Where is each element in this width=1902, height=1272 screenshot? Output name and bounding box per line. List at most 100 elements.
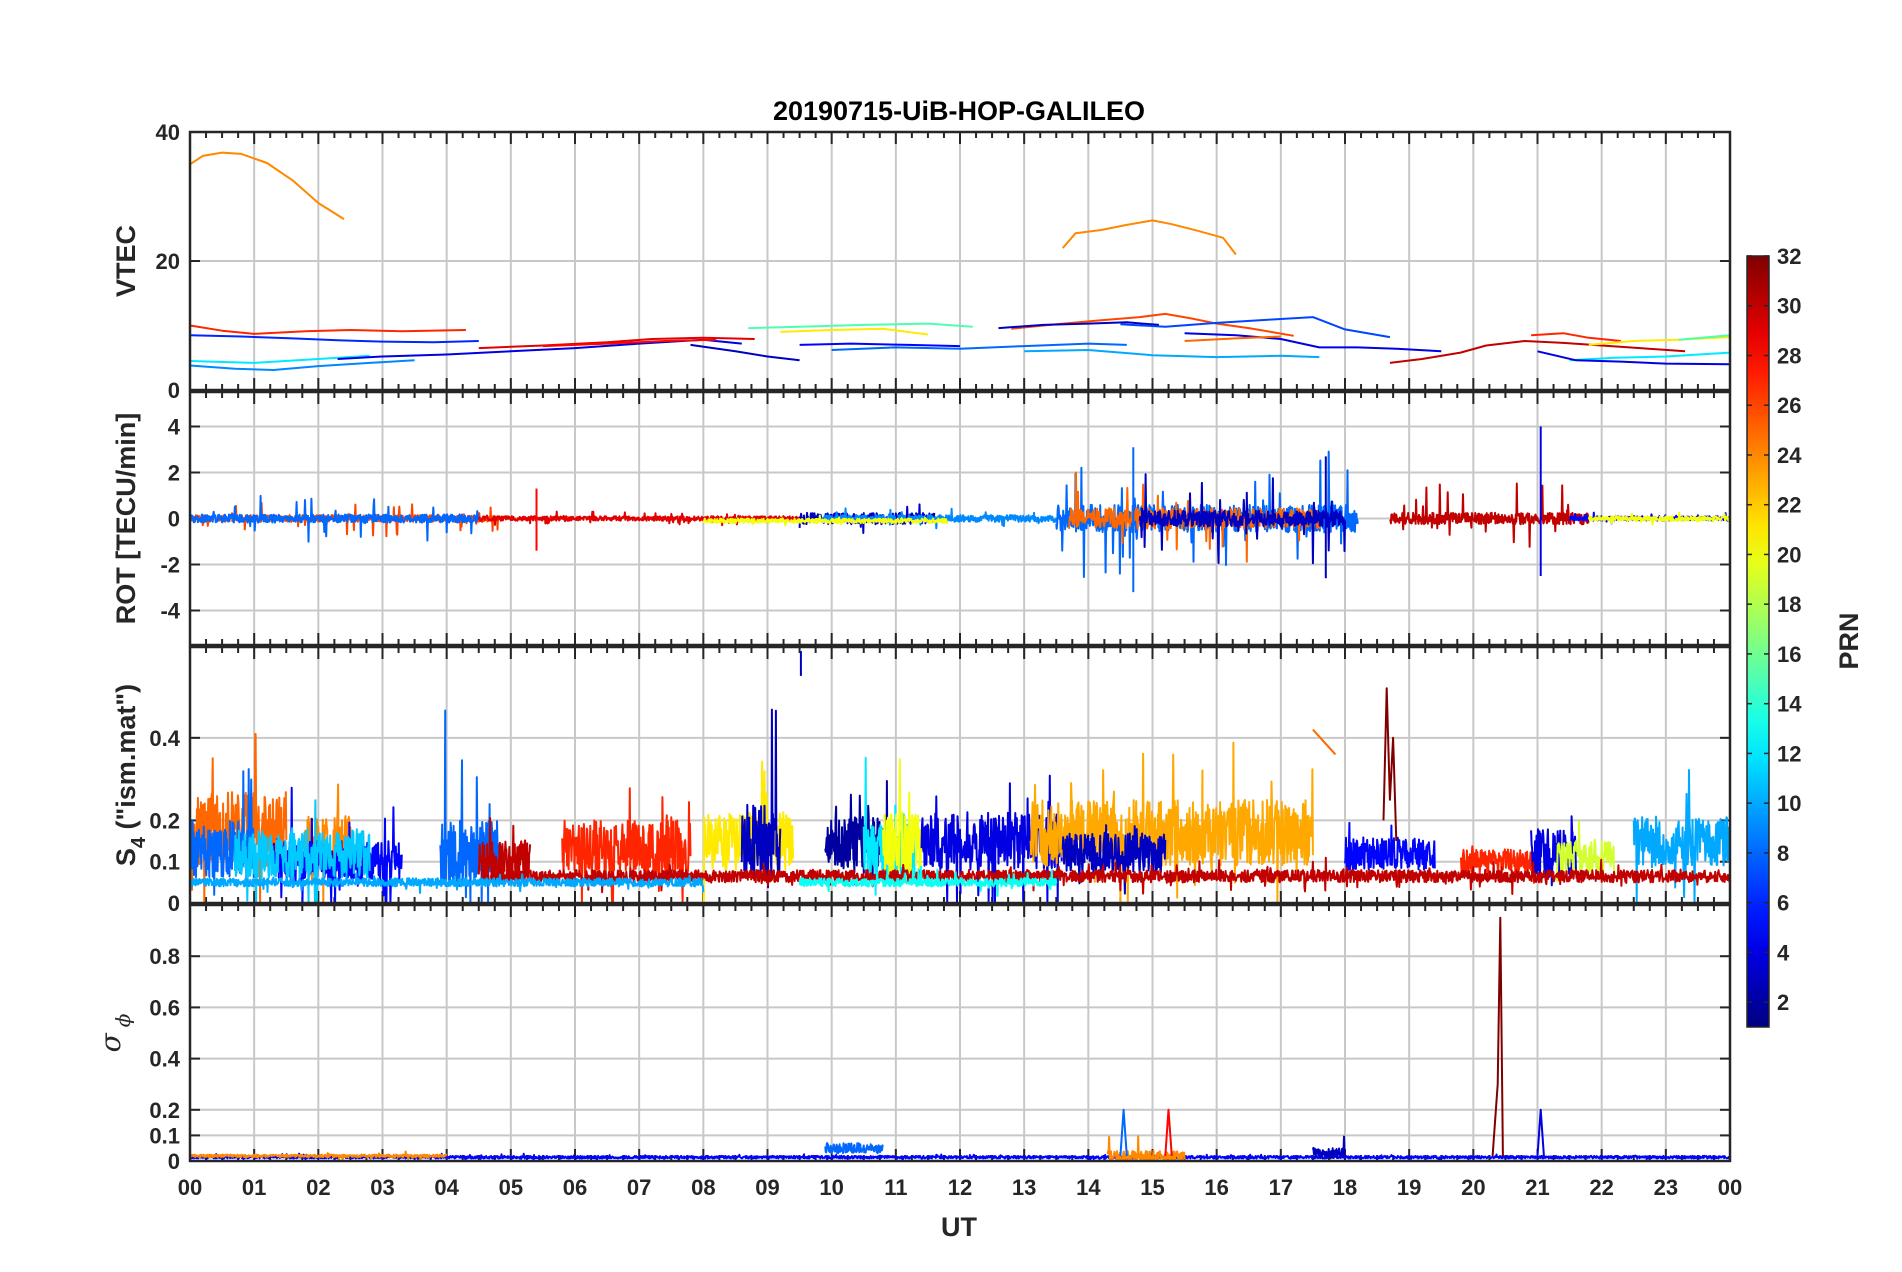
series-vtec-prn-26 bbox=[1011, 312, 1294, 337]
series-s4-prn-13 bbox=[798, 865, 1058, 897]
panel-vtec: 0 20 40 VTEC bbox=[111, 120, 1732, 403]
series-vtec-prn-28 bbox=[542, 338, 717, 348]
series-s4-prn-10 bbox=[190, 872, 705, 894]
colorbar-tick-label: 14 bbox=[1777, 692, 1802, 717]
series-vtec-prn-8 bbox=[831, 342, 1127, 351]
colorbar-tick-label: 16 bbox=[1777, 642, 1801, 667]
panel-frame bbox=[188, 130, 1732, 392]
y-tick-label-vtec: 20 bbox=[156, 249, 180, 274]
series-vtec-prn-27 bbox=[190, 324, 466, 335]
y-tick-label-sigma: 0.6 bbox=[149, 995, 180, 1020]
x-tick-label: 07 bbox=[627, 1175, 651, 1200]
series-s4-prn-25 bbox=[1312, 728, 1337, 756]
x-tick-label: 17 bbox=[1269, 1175, 1293, 1200]
series-vtec-prn-24 bbox=[1061, 219, 1237, 256]
series-vtec-prn-30 bbox=[1389, 340, 1686, 364]
series-s4-prn-8 bbox=[190, 768, 256, 896]
x-tick-label: 22 bbox=[1589, 1175, 1613, 1200]
y-tick-label-sigma: 0 bbox=[168, 1149, 180, 1174]
series-sigma-prn-4 bbox=[1536, 1108, 1545, 1156]
colorbar-tick-label: 32 bbox=[1777, 244, 1801, 269]
panel-frame bbox=[188, 390, 1732, 647]
x-tick-label: 00 bbox=[1718, 1175, 1742, 1200]
series-rot-prn-8 bbox=[190, 494, 480, 543]
series-vtec-prn-15 bbox=[1678, 334, 1730, 341]
series-s4-prn-11 bbox=[233, 799, 371, 903]
colorbar-tick-label: 20 bbox=[1777, 542, 1801, 567]
colorbar-tick-label: 2 bbox=[1777, 990, 1789, 1015]
x-tick-label: 09 bbox=[755, 1175, 779, 1200]
series-vtec-prn-3 bbox=[998, 321, 1159, 330]
colorbar-tick-label: 22 bbox=[1777, 493, 1801, 518]
series-vtec-prn-21 bbox=[780, 327, 929, 336]
x-tick-label: 10 bbox=[819, 1175, 843, 1200]
y-tick-label-sigma: 0.8 bbox=[149, 944, 180, 969]
x-tick-label: 04 bbox=[434, 1175, 459, 1200]
series-vtec-prn-4 bbox=[1184, 332, 1442, 353]
series-s4-prn-23 bbox=[1029, 741, 1314, 903]
y-tick-label-sigma: 0.2 bbox=[149, 1098, 180, 1123]
series-vtec-prn-24 bbox=[190, 151, 345, 220]
y-tick-label-vtec: 0 bbox=[168, 378, 180, 403]
x-tick-label: 12 bbox=[948, 1175, 972, 1200]
y-tick-label-rot: -2 bbox=[160, 553, 180, 578]
series-vtec-prn-29 bbox=[478, 336, 755, 350]
series-group-sigma bbox=[190, 916, 1730, 1161]
colorbar-tick-label: 8 bbox=[1777, 841, 1789, 866]
series-s4-prn-25 bbox=[190, 733, 288, 903]
colorbar-gradient bbox=[1746, 255, 1770, 1028]
series-sigma-prn-8 bbox=[824, 1142, 884, 1155]
y-tick-label-rot: 0 bbox=[168, 507, 180, 532]
x-tick-label: 11 bbox=[884, 1175, 907, 1200]
panel-sigma: 00.10.2 0.4 0.6 0.8 σϕ bbox=[94, 903, 1732, 1174]
y-tick-label-s4: 0.2 bbox=[149, 808, 180, 833]
x-tick-label: 00 bbox=[178, 1175, 202, 1200]
series-vtec-prn-7 bbox=[1120, 316, 1391, 339]
y-tick-label-sigma: 0.1 bbox=[149, 1123, 180, 1148]
colorbar-tick-label: 30 bbox=[1777, 294, 1801, 319]
x-tick-label: 15 bbox=[1140, 1175, 1164, 1200]
series-vtec-prn-12 bbox=[1569, 351, 1730, 362]
colorbar-label: PRN bbox=[1834, 612, 1864, 669]
colorbar-tick-label: 26 bbox=[1777, 393, 1801, 418]
y-tick-label-rot: 2 bbox=[168, 461, 180, 486]
series-sigma-prn-8 bbox=[1119, 1108, 1128, 1156]
x-tick-label: 01 bbox=[242, 1175, 266, 1200]
series-vtec-prn-4 bbox=[1537, 350, 1730, 366]
colorbar-tick-label: 4 bbox=[1777, 940, 1790, 965]
colorbar-tick-label: 10 bbox=[1777, 791, 1801, 816]
y-tick-label-rot: -4 bbox=[160, 599, 180, 624]
series-rot-prn-20 bbox=[702, 514, 949, 527]
series-s4-prn-32 bbox=[1382, 687, 1398, 842]
series-s4-prn-4 bbox=[1530, 815, 1577, 887]
y-axis-label-sigma: σϕ bbox=[94, 1013, 135, 1052]
series-s4-prn-30 bbox=[484, 856, 1730, 895]
x-tick-label: 08 bbox=[691, 1175, 715, 1200]
series-vtec-prn-5 bbox=[799, 342, 961, 348]
x-tick-label: 23 bbox=[1654, 1175, 1678, 1200]
colorbar-tick-label: 6 bbox=[1777, 891, 1789, 916]
x-tick-label: 05 bbox=[499, 1175, 523, 1200]
y-axis-label-vtec: VTEC bbox=[111, 225, 141, 297]
series-vtec-prn-25 bbox=[1184, 335, 1281, 342]
series-rot-prn-29 bbox=[477, 510, 801, 527]
series-vtec-prn-12 bbox=[190, 354, 370, 364]
x-tick-label: 03 bbox=[370, 1175, 394, 1200]
y-tick-label-vtec: 40 bbox=[156, 120, 180, 145]
x-tick-label: 21 bbox=[1525, 1175, 1549, 1200]
panel-rot: -4 -2 0 2 4 ROT [TECU/min] bbox=[111, 390, 1732, 647]
x-tick-label: 16 bbox=[1204, 1175, 1228, 1200]
y-tick-label-s4: 0.4 bbox=[149, 726, 180, 751]
series-rot-prn-30 bbox=[1389, 482, 1590, 548]
y-axis-label-s4: S4 ("ism.mat") bbox=[111, 684, 150, 866]
series-rot-prn-20 bbox=[1587, 511, 1730, 526]
y-tick-label-rot: 4 bbox=[168, 415, 181, 440]
series-vtec-prn-3 bbox=[690, 343, 800, 362]
series-sigma-prn-32 bbox=[1491, 916, 1504, 1156]
series-vtec-prn-15 bbox=[748, 322, 973, 330]
panel-s4: 0 0.1 0.2 0.4S4 ("ism.mat") bbox=[111, 645, 1732, 916]
series-s4-prn-10 bbox=[1632, 769, 1730, 903]
x-axis-label: UT bbox=[941, 1212, 977, 1242]
